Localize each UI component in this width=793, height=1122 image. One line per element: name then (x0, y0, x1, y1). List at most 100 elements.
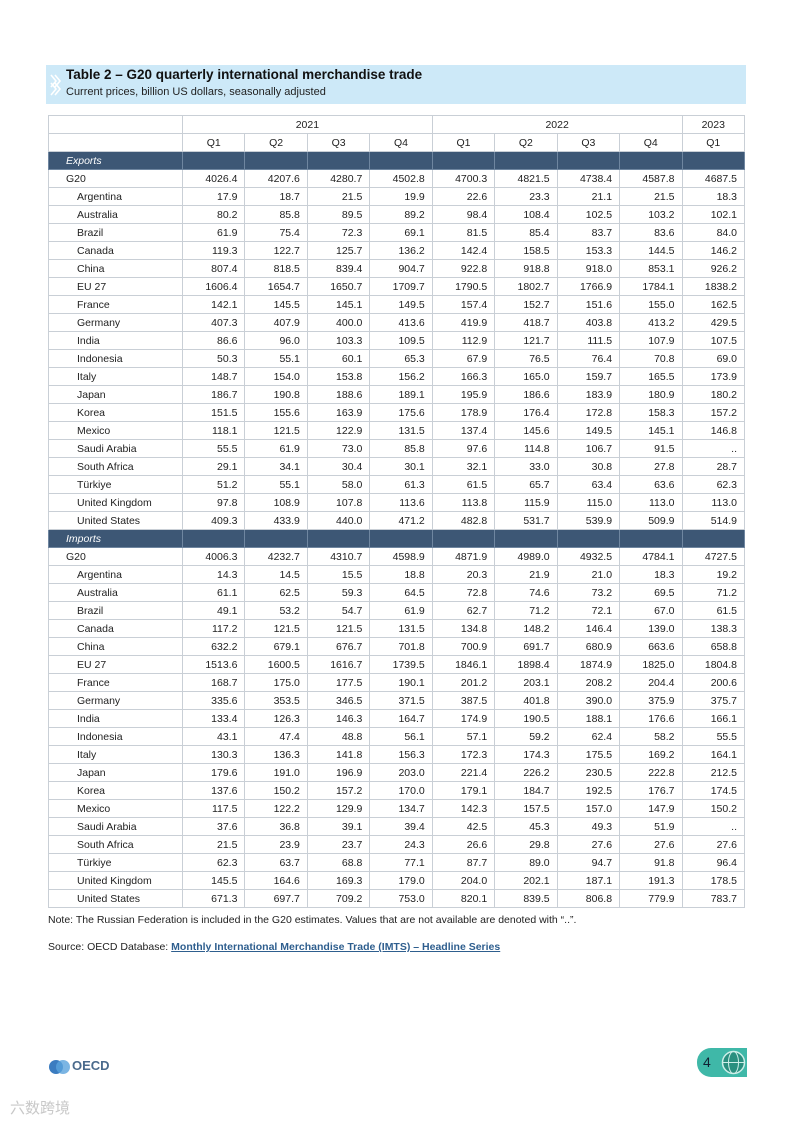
value-cell: 58.0 (306, 475, 371, 494)
value-cell: 21.5 (181, 835, 246, 854)
value-cell: 4207.6 (244, 169, 308, 188)
value-cell: 179.6 (181, 763, 246, 782)
value-cell: 926.2 (681, 259, 745, 278)
value-cell: 89.0 (494, 853, 558, 872)
value-cell: 806.8 (556, 889, 621, 908)
data-row: Mexico 117.5 122.2 129.9 134.7 142.3 157.5 157.… (48, 799, 745, 818)
value-cell: 107.9 (619, 331, 683, 350)
value-cell: 30.1 (369, 457, 433, 476)
data-row: France 142.1 145.5 145.1 149.5 157.4 152.7 151.… (48, 295, 745, 314)
value-cell: 779.9 (619, 889, 683, 908)
value-cell: 401.8 (494, 691, 558, 710)
value-cell: 65.3 (369, 349, 433, 368)
value-cell: 28.7 (681, 457, 745, 476)
value-cell: 136.3 (244, 745, 308, 764)
data-row: G20 4026.4 4207.6 4280.7 4502.8 4700.3 4821.5 4… (48, 169, 745, 188)
value-cell: 387.5 (431, 691, 496, 710)
value-cell: 103.3 (306, 331, 371, 350)
value-cell: 1898.4 (494, 655, 558, 674)
row-label: Italy (48, 367, 183, 386)
value-cell: 49.1 (181, 601, 246, 620)
value-cell: 115.9 (494, 493, 558, 512)
section-cell (556, 529, 621, 548)
quarter-header: Q2 (494, 133, 558, 152)
quarter-header: Q1 (431, 133, 496, 152)
value-cell: 18.7 (244, 187, 308, 206)
data-row: United Kingdom 145.5 164.6 169.3 179.0 204.0 2… (48, 871, 745, 890)
value-cell: 37.6 (181, 817, 246, 836)
value-cell: 29.8 (494, 835, 558, 854)
value-cell: 153.3 (556, 241, 621, 260)
value-cell: 70.8 (619, 349, 683, 368)
value-cell: 753.0 (369, 889, 433, 908)
row-label: Türkiye (48, 853, 183, 872)
value-cell: 83.6 (619, 223, 683, 242)
data-row: Saudi Arabia 37.6 36.8 39.1 39.4 42.5 45.3 49.3… (48, 817, 745, 836)
value-cell: 15.5 (306, 565, 371, 584)
row-label: India (48, 709, 183, 728)
row-label: Korea (48, 781, 183, 800)
value-cell: 27.6 (556, 835, 621, 854)
value-cell: 150.2 (681, 799, 745, 818)
value-cell: 190.1 (369, 673, 433, 692)
value-cell: 62.3 (181, 853, 246, 872)
value-cell: 208.2 (556, 673, 621, 692)
value-cell: 64.5 (369, 583, 433, 602)
value-cell: 1600.5 (244, 655, 308, 674)
value-cell: 353.5 (244, 691, 308, 710)
value-cell: 113.8 (431, 493, 496, 512)
value-cell: 191.3 (619, 871, 683, 890)
year-header: 2023 (681, 115, 745, 134)
value-cell: 73.0 (306, 439, 371, 458)
value-cell: 122.9 (306, 421, 371, 440)
value-cell: 59.2 (494, 727, 558, 746)
value-cell: 133.4 (181, 709, 246, 728)
data-row: Korea 151.5 155.6 163.9 175.6 178.9 176.4 172.8… (48, 403, 745, 422)
value-cell: 154.0 (244, 367, 308, 386)
value-cell: 18.8 (369, 565, 433, 584)
value-cell: 371.5 (369, 691, 433, 710)
data-row: Argentina 14.3 14.5 15.5 18.8 20.3 21.9 21.0 18.… (48, 565, 745, 584)
value-cell: 117.5 (181, 799, 246, 818)
value-cell: 179.1 (431, 781, 496, 800)
value-cell: 141.8 (306, 745, 371, 764)
value-cell: 175.6 (369, 403, 433, 422)
data-row: United Kingdom 97.8 108.9 107.8 113.6 113.8 11… (48, 493, 745, 512)
value-cell: 76.5 (494, 349, 558, 368)
value-cell: 21.5 (619, 187, 683, 206)
value-cell: 1739.5 (369, 655, 433, 674)
row-label: Italy (48, 745, 183, 764)
value-cell: 21.5 (306, 187, 371, 206)
quarter-header: Q4 (619, 133, 683, 152)
value-cell: 192.5 (556, 781, 621, 800)
value-cell: 157.5 (494, 799, 558, 818)
value-cell: 157.2 (306, 781, 371, 800)
section-cell (306, 529, 371, 548)
value-cell: 174.9 (431, 709, 496, 728)
value-cell: 164.6 (244, 871, 308, 890)
value-cell: 30.8 (556, 457, 621, 476)
value-cell: 58.2 (619, 727, 683, 746)
section-cell (619, 529, 683, 548)
value-cell: 663.6 (619, 637, 683, 656)
value-cell: 166.3 (431, 367, 496, 386)
value-cell: 922.8 (431, 259, 496, 278)
value-cell: 4280.7 (306, 169, 371, 188)
data-row: Saudi Arabia 55.5 61.9 73.0 85.8 97.6 114.8 106… (48, 439, 745, 458)
source-link[interactable]: Monthly International Merchandise Trade … (171, 941, 501, 953)
chevron-icon (50, 74, 62, 96)
value-cell: 63.7 (244, 853, 308, 872)
row-label: Australia (48, 583, 183, 602)
section-label: Exports (48, 151, 183, 170)
value-cell: 33.0 (494, 457, 558, 476)
value-cell: 156.3 (369, 745, 433, 764)
value-cell: 157.0 (556, 799, 621, 818)
corner-cell (48, 115, 183, 134)
value-cell: 839.5 (494, 889, 558, 908)
row-label: United States (48, 889, 183, 908)
value-cell: 139.0 (619, 619, 683, 638)
value-cell: 172.3 (431, 745, 496, 764)
value-cell: 158.5 (494, 241, 558, 260)
data-row: EU 27 1513.6 1600.5 1616.7 1739.5 1846.1 1898.… (48, 655, 745, 674)
value-cell: 61.5 (681, 601, 745, 620)
